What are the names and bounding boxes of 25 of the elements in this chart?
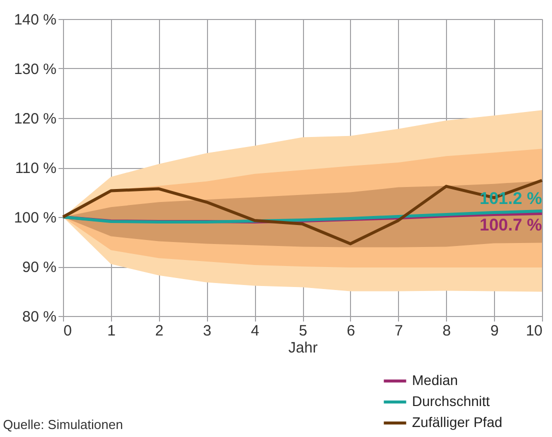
annotation: 101.2 % [480,189,542,208]
x-tick-label: 0 [64,322,72,340]
x-axis-title: Jahr [288,340,318,356]
x-tick-label: 3 [203,322,212,340]
x-tick-label: 4 [250,322,260,340]
x-tick-label: 9 [490,322,499,340]
y-tick-label: 100 % [14,210,56,226]
x-tick-label: 7 [394,322,403,340]
x-tick-label: 2 [155,322,164,340]
x-tick-label: 10 [526,322,542,340]
legend-label: Zufälliger Pfad [412,414,502,430]
source-note: Quelle: Simulationen [3,417,123,432]
x-tick-label: 6 [346,322,356,340]
annotation: 100.7 % [480,216,542,235]
y-tick-label: 90 % [22,259,56,276]
x-tick-label: 5 [298,322,308,340]
legend-label: Durchschnitt [412,393,490,409]
y-tick-label: 80 % [22,308,56,326]
x-tick-label: 1 [107,322,116,340]
legend-label: Median [412,372,458,388]
x-tick-label: 8 [442,322,451,340]
y-tick-label: 110 % [15,160,56,177]
y-tick-label: 130 % [14,61,56,78]
y-tick-label: 140 % [14,12,56,28]
y-tick-label: 120 % [14,110,56,128]
